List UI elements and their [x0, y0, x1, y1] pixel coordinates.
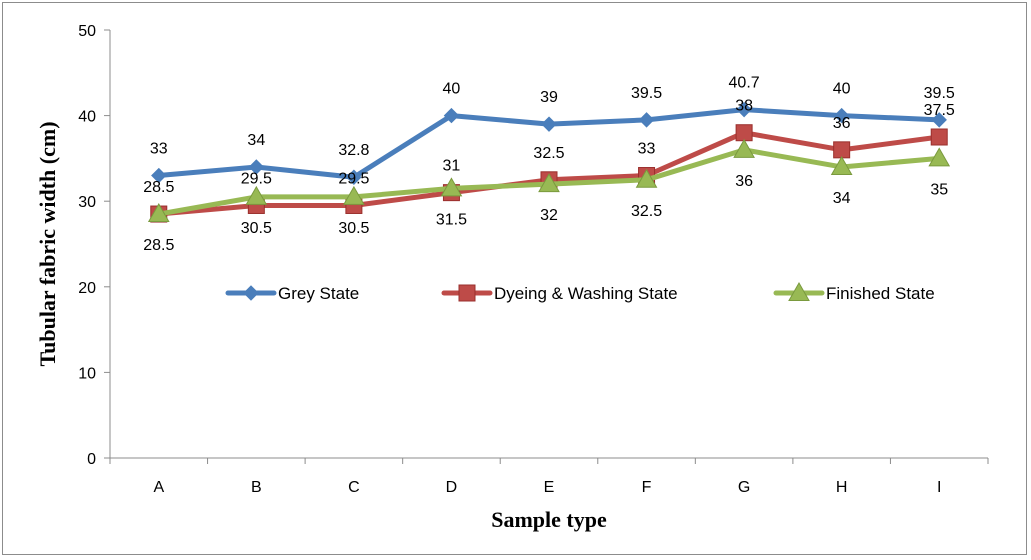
- dyeing-washing-state-data-label: 36: [833, 115, 851, 132]
- dyeing-washing-state-data-label: 28.5: [143, 179, 174, 196]
- x-tick-label: H: [836, 479, 848, 496]
- y-tick-label: 50: [78, 23, 96, 40]
- dyeing-washing-state-data-label: 31: [443, 158, 461, 175]
- legend-item-dyeing-washing-state: Dyeing & Washing State: [441, 284, 678, 303]
- grey-state-point: [736, 101, 752, 118]
- finished-state-data-label: 31.5: [436, 211, 467, 228]
- grey-state-data-label: 40.7: [729, 75, 760, 92]
- finished-state-legend-label: Finished State: [826, 284, 935, 303]
- grey-state-data-label: 40: [443, 81, 461, 98]
- dyeing-washing-state-legend-marker: [458, 284, 476, 302]
- finished-state-data-label: 35: [930, 181, 948, 198]
- dyeing-washing-state-data-label: 29.5: [338, 170, 369, 187]
- finished-state-point: [343, 185, 365, 205]
- dyeing-washing-state-data-label: 38: [735, 98, 753, 115]
- dyeing-washing-state-point: [735, 124, 753, 142]
- y-tick-label: 20: [78, 280, 96, 297]
- dyeing-washing-state-data-label: 33: [638, 141, 656, 158]
- finished-state-data-label: 34: [833, 190, 851, 207]
- finished-state-data-label: 28.5: [143, 237, 174, 254]
- finished-state-point: [830, 155, 853, 175]
- grey-state-data-label: 39: [540, 89, 558, 106]
- finished-state-point: [538, 173, 560, 193]
- grey-state-point: [541, 116, 557, 132]
- dyeing-washing-state-point: [833, 141, 851, 159]
- grey-state-data-label: 33: [150, 141, 168, 158]
- legend: Grey State Dyeing & Washing State Finished…: [225, 281, 935, 303]
- finished-state-point: [440, 177, 463, 197]
- grey-state-point: [151, 167, 167, 184]
- x-tick-label: F: [642, 479, 652, 496]
- grey-state-data-label: 40: [833, 81, 851, 98]
- series-finished-state: [147, 138, 951, 223]
- grey-state-legend-marker: [243, 285, 259, 301]
- series-layer: [147, 101, 951, 223]
- grey-state-data-label: 39.5: [924, 85, 955, 102]
- y-axis-title: Tubular fabric width (cm): [35, 121, 60, 366]
- dyeing-washing-state-point: [930, 128, 948, 146]
- finished-state-data-label: 32: [540, 207, 558, 224]
- x-tick-label: I: [937, 479, 941, 496]
- series-grey-state: [151, 101, 947, 185]
- x-axis-title: Sample type: [491, 507, 607, 532]
- dyeing-washing-state-data-label: 32.5: [533, 145, 564, 162]
- y-tick-label: 30: [78, 194, 96, 211]
- x-tick-label: G: [738, 479, 750, 496]
- dyeing-washing-state-data-label: 37.5: [924, 102, 955, 119]
- finished-state-point: [928, 147, 951, 167]
- dyeing-washing-state-data-label: 29.5: [241, 170, 272, 187]
- x-tick-label: D: [446, 479, 458, 496]
- finished-state-point: [635, 168, 658, 188]
- finished-state-data-label: 36: [735, 173, 753, 190]
- y-tick-label: 10: [78, 365, 96, 382]
- grey-state-point: [346, 169, 362, 185]
- grey-state-point: [931, 112, 947, 128]
- finished-state-data-label: 32.5: [631, 203, 662, 220]
- finished-state-point: [733, 138, 755, 158]
- grey-state-point: [443, 107, 460, 124]
- legend-item-finished-state: Finished State: [773, 281, 935, 303]
- grey-state-legend-label: Grey State: [278, 284, 359, 303]
- grey-state-point: [833, 107, 850, 124]
- finished-state-legend-marker: [788, 281, 810, 301]
- y-tick-label: 0: [87, 451, 96, 468]
- x-tick-label: E: [544, 479, 555, 496]
- x-tick-label: C: [348, 479, 360, 496]
- grey-state-point: [248, 159, 265, 175]
- axes: 0 10 20 30 40 50 A B C D E F G H I: [78, 23, 989, 496]
- x-tick-label: A: [153, 479, 164, 496]
- grey-state-data-label: 32.8: [338, 142, 369, 159]
- dyeing-washing-state-legend-label: Dyeing & Washing State: [494, 284, 678, 303]
- data-labels: 33 34 32.8 40 39 39.5 40.7 40 39.5 28.5 29.5 29.5 31…: [143, 75, 955, 254]
- x-tick-label: B: [251, 479, 262, 496]
- grey-state-data-label: 39.5: [631, 85, 662, 102]
- finished-state-data-label: 30.5: [241, 220, 272, 237]
- finished-state-point: [147, 203, 170, 223]
- grey-state-data-label: 34: [247, 132, 265, 149]
- legend-item-grey-state: Grey State: [225, 284, 359, 303]
- finished-state-point: [245, 185, 268, 205]
- finished-state-data-label: 30.5: [338, 220, 369, 237]
- grey-state-point: [638, 112, 655, 128]
- y-tick-label: 40: [78, 109, 96, 126]
